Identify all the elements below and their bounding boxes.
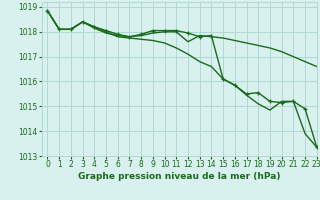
X-axis label: Graphe pression niveau de la mer (hPa): Graphe pression niveau de la mer (hPa) <box>78 172 280 181</box>
